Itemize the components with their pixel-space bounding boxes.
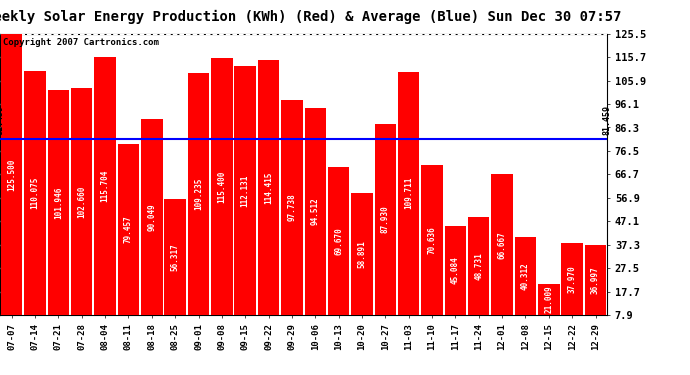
Text: Copyright 2007 Cartronics.com: Copyright 2007 Cartronics.com bbox=[3, 38, 159, 47]
Text: 37.970: 37.970 bbox=[568, 265, 577, 293]
Bar bbox=[375, 124, 396, 315]
Text: 69.670: 69.670 bbox=[334, 227, 343, 255]
Text: 112.131: 112.131 bbox=[241, 174, 250, 207]
Text: 81.459: 81.459 bbox=[0, 105, 5, 135]
Bar bbox=[422, 165, 443, 315]
Bar bbox=[1, 34, 22, 315]
Text: 102.660: 102.660 bbox=[77, 186, 86, 218]
Text: 81.459: 81.459 bbox=[602, 105, 612, 135]
Text: 97.738: 97.738 bbox=[288, 194, 297, 222]
Bar bbox=[328, 167, 349, 315]
Bar bbox=[351, 193, 373, 315]
Text: 115.400: 115.400 bbox=[217, 170, 226, 202]
Text: 114.415: 114.415 bbox=[264, 171, 273, 204]
Bar bbox=[164, 199, 186, 315]
Text: 48.731: 48.731 bbox=[474, 252, 483, 280]
Bar bbox=[304, 108, 326, 315]
Text: 87.930: 87.930 bbox=[381, 206, 390, 233]
Bar bbox=[235, 66, 256, 315]
Text: 45.084: 45.084 bbox=[451, 256, 460, 284]
Bar bbox=[24, 70, 46, 315]
Bar bbox=[515, 237, 536, 315]
Text: 115.704: 115.704 bbox=[101, 170, 110, 202]
Text: 101.946: 101.946 bbox=[54, 186, 63, 219]
Text: 110.075: 110.075 bbox=[30, 177, 39, 209]
Bar bbox=[538, 284, 560, 315]
Text: Weekly Solar Energy Production (KWh) (Red) & Average (Blue) Sun Dec 30 07:57: Weekly Solar Energy Production (KWh) (Re… bbox=[0, 9, 622, 24]
Bar bbox=[468, 217, 489, 315]
Bar bbox=[258, 60, 279, 315]
Bar bbox=[188, 73, 209, 315]
Bar bbox=[282, 100, 303, 315]
Text: 40.312: 40.312 bbox=[521, 262, 530, 290]
Text: 109.711: 109.711 bbox=[404, 177, 413, 210]
Text: 58.891: 58.891 bbox=[357, 240, 366, 268]
Bar bbox=[491, 174, 513, 315]
Text: 66.667: 66.667 bbox=[497, 231, 506, 259]
Text: 79.457: 79.457 bbox=[124, 216, 133, 243]
Text: 21.009: 21.009 bbox=[544, 285, 553, 313]
Bar bbox=[211, 58, 233, 315]
Bar bbox=[444, 226, 466, 315]
Text: 36.997: 36.997 bbox=[591, 266, 600, 294]
Bar bbox=[95, 57, 116, 315]
Bar bbox=[562, 243, 583, 315]
Text: 125.500: 125.500 bbox=[7, 158, 16, 190]
Text: 109.235: 109.235 bbox=[194, 178, 203, 210]
Bar bbox=[398, 72, 420, 315]
Text: 94.512: 94.512 bbox=[310, 198, 319, 225]
Bar bbox=[585, 245, 607, 315]
Bar bbox=[141, 118, 163, 315]
Text: 56.317: 56.317 bbox=[170, 243, 179, 271]
Bar bbox=[71, 88, 92, 315]
Text: 90.049: 90.049 bbox=[147, 203, 157, 231]
Bar bbox=[48, 90, 69, 315]
Bar bbox=[118, 144, 139, 315]
Text: 70.636: 70.636 bbox=[428, 226, 437, 254]
